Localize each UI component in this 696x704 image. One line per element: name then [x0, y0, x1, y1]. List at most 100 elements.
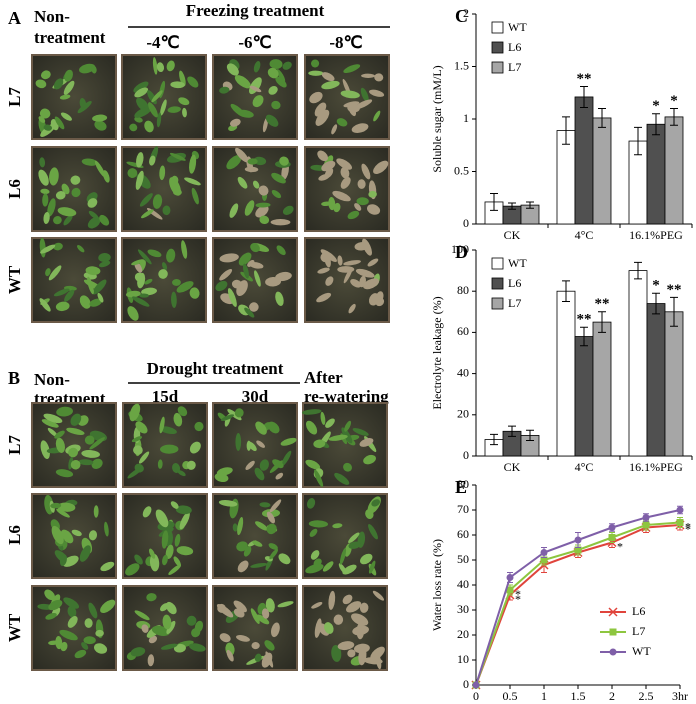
leaf — [144, 120, 154, 133]
leaf — [54, 116, 65, 130]
error-bar — [562, 280, 570, 302]
leaf — [125, 563, 140, 576]
leaf — [189, 441, 201, 454]
leaf — [97, 292, 104, 303]
error-bar — [670, 296, 678, 327]
leaf — [49, 167, 59, 186]
leaf — [305, 459, 321, 470]
leaf — [337, 641, 355, 651]
leaf — [275, 76, 287, 88]
leaf — [365, 509, 374, 520]
row-label: L6 — [5, 179, 24, 199]
y-tick-label: 50 — [457, 552, 469, 566]
leaf — [333, 202, 341, 213]
leaf — [256, 614, 270, 625]
leaf — [194, 421, 204, 432]
leaf — [48, 265, 62, 281]
leaf — [158, 269, 168, 279]
leaf — [91, 458, 103, 469]
significance: ** — [595, 296, 610, 312]
leaf — [259, 215, 270, 225]
leaf — [152, 57, 158, 75]
leaf — [70, 413, 82, 426]
y-tick-label: 20 — [457, 627, 469, 641]
bar — [664, 116, 684, 225]
leaf — [268, 86, 278, 95]
leaf — [336, 158, 353, 170]
leaf — [42, 193, 49, 207]
leaf — [351, 123, 369, 133]
leaf — [276, 69, 286, 83]
leaf — [321, 80, 340, 90]
error-bar — [580, 85, 588, 108]
marker — [608, 534, 616, 541]
leaf — [238, 252, 252, 266]
leaf — [48, 640, 59, 646]
bar — [646, 123, 666, 225]
leaf — [321, 160, 336, 172]
marker — [676, 519, 684, 526]
leaf — [92, 279, 107, 295]
column-header: -4℃ — [146, 33, 179, 52]
leaf — [255, 521, 268, 531]
leaf — [340, 176, 351, 189]
leaf — [38, 169, 49, 186]
leaf — [60, 112, 72, 121]
leaf — [214, 473, 229, 483]
bar — [628, 270, 648, 457]
leaf — [265, 598, 275, 613]
leaf — [340, 167, 350, 179]
leaf — [313, 439, 326, 448]
leaf — [89, 298, 102, 307]
leaf — [271, 100, 281, 110]
panel-label: A — [8, 8, 21, 28]
leaf — [343, 101, 360, 108]
column-header: re-watering — [304, 387, 389, 406]
leaf — [39, 298, 51, 312]
leaf — [242, 263, 249, 279]
leaf — [160, 643, 178, 650]
leaf — [261, 652, 273, 668]
leaf — [363, 454, 376, 465]
leaf — [277, 601, 294, 608]
leaf — [237, 517, 244, 536]
leaf — [53, 216, 62, 225]
leaf — [311, 602, 323, 609]
y-tick-label: 10 — [457, 652, 469, 666]
legend-label: WT — [508, 20, 527, 34]
column-header: Non- — [34, 7, 70, 26]
y-axis-label: Electrolyte leakage (%) — [430, 296, 444, 409]
leaf — [328, 590, 336, 610]
error-bar — [508, 425, 516, 437]
leaf — [129, 123, 138, 132]
leaf — [131, 436, 143, 443]
leaf — [182, 107, 187, 118]
leaf — [148, 548, 156, 559]
leaf — [78, 459, 94, 466]
bar — [574, 96, 594, 225]
leaf — [53, 78, 64, 90]
leaf — [84, 435, 95, 445]
error-bar — [634, 261, 642, 280]
leaf — [282, 205, 294, 215]
leaf — [162, 614, 172, 630]
legend-label: L6 — [632, 604, 645, 618]
bar — [574, 336, 594, 457]
leaf — [148, 635, 158, 644]
leaf — [308, 70, 324, 76]
leaf — [343, 64, 361, 73]
panel-label: B — [8, 368, 20, 388]
leaf — [261, 608, 270, 619]
leaf — [184, 177, 201, 186]
y-tick-label: 1.5 — [454, 58, 469, 72]
leaf — [47, 198, 56, 217]
marker — [540, 549, 548, 556]
x-tick-label: 1.5 — [571, 689, 586, 703]
leaf — [282, 61, 292, 70]
leaf — [178, 97, 190, 106]
leaf — [175, 505, 192, 515]
leaf — [266, 511, 276, 524]
leaf — [314, 469, 324, 487]
leaf — [159, 165, 166, 181]
error-bar — [634, 126, 642, 156]
